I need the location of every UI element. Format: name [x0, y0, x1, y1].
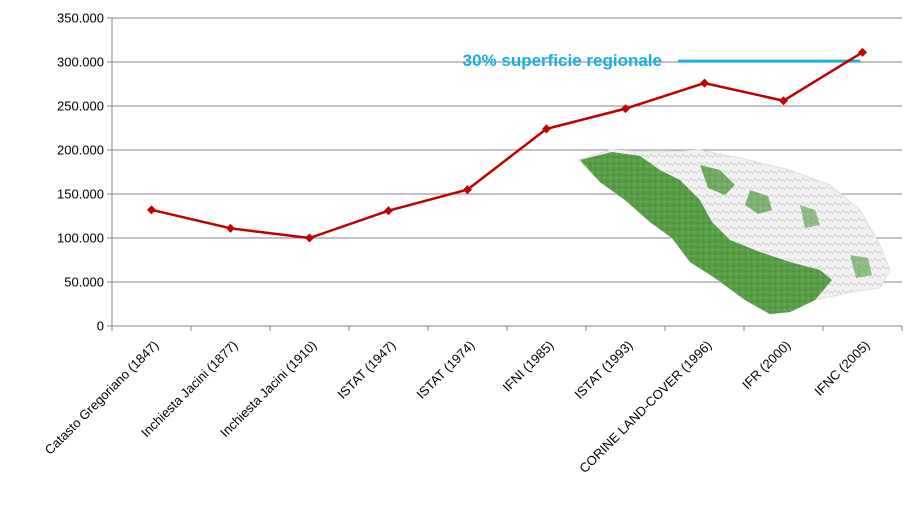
- data-point-marker: [700, 78, 709, 88]
- x-category-label: ISTAT (1947): [334, 338, 398, 402]
- y-tick-label: 200.000: [57, 143, 104, 158]
- y-tick-label: 0: [97, 319, 104, 334]
- data-point-marker: [858, 47, 867, 57]
- x-category-label: ISTAT (1974): [413, 338, 477, 402]
- threshold-annotation: 30% superficie regionale: [463, 51, 861, 70]
- series-line: [151, 51, 864, 240]
- x-category-label: IFR (2000): [739, 338, 794, 393]
- y-tick-label: 150.000: [57, 187, 104, 202]
- threshold-annotation-label: 30% superficie regionale: [463, 51, 662, 70]
- x-category-label: CORINE LAND-COVER (1996): [576, 338, 714, 476]
- data-point-marker: [779, 96, 788, 106]
- series-group: [147, 47, 867, 243]
- y-tick-label: 50.000: [64, 275, 104, 290]
- data-point-marker: [542, 124, 551, 134]
- x-category-label: ISTAT (1993): [571, 338, 635, 402]
- x-category-label: IFNI (1985): [500, 338, 557, 395]
- data-point-marker: [147, 205, 156, 215]
- y-tick-label: 350.000: [57, 11, 104, 26]
- data-point-marker: [226, 223, 235, 233]
- y-tick-label: 250.000: [57, 99, 104, 114]
- gridlines: [112, 17, 902, 283]
- y-axis-ticks: 0 50.000 100.000 150.000 200.000 250.000 300.0…: [57, 11, 112, 334]
- y-tick-label: 300.000: [57, 55, 104, 70]
- y-tick-label: 100.000: [57, 231, 104, 246]
- x-axis-ticks: Catasto Gregoriano (1847)Inchiesta Jacin…: [42, 326, 903, 476]
- data-point-marker: [384, 206, 393, 216]
- data-point-marker: [305, 233, 314, 243]
- data-point-marker: [621, 104, 630, 114]
- data-point-marker: [463, 185, 472, 195]
- x-category-label: IFNC (2005): [811, 338, 872, 399]
- x-category-label: Catasto Gregoriano (1847): [42, 338, 162, 458]
- regional-forest-map-image: [577, 149, 891, 315]
